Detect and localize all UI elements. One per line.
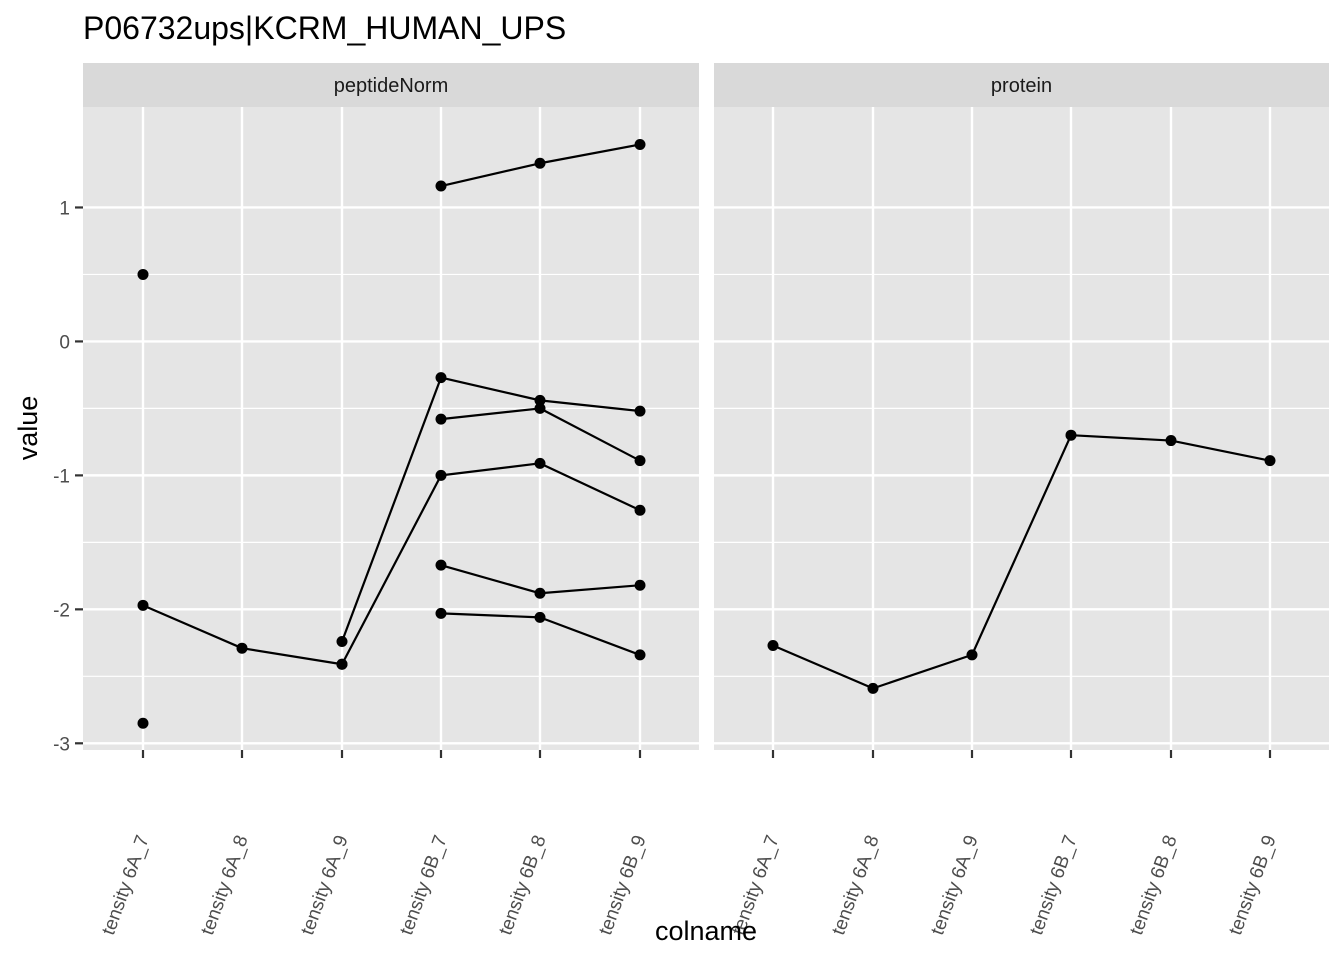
data-point — [534, 457, 546, 469]
data-point — [137, 268, 149, 280]
y-tick-label: -2 — [53, 600, 70, 621]
facet-strip-label: peptideNorm — [334, 75, 449, 97]
y-tick-label: -3 — [53, 734, 70, 755]
facet-panel-peptideNorm: peptideNorm tensity 6A_7 tensity 6A_8 tensi… — [83, 63, 699, 938]
data-point — [534, 157, 546, 169]
panel-background — [83, 107, 699, 750]
data-point — [435, 559, 447, 571]
y-tick-label: 0 — [59, 332, 70, 353]
series-peptideNorm-8 — [435, 559, 646, 599]
data-point — [137, 599, 149, 611]
data-point — [634, 504, 646, 516]
x-tick-label: tensity 6B_7 — [396, 833, 452, 938]
data-point — [435, 413, 447, 425]
y-tick-label: 1 — [59, 198, 70, 219]
data-point — [966, 649, 978, 661]
x-tick-label: tensity 6A_9 — [927, 833, 983, 938]
data-point — [634, 649, 646, 661]
x-tick-label: tensity 6B_7 — [1026, 833, 1082, 938]
data-point — [634, 579, 646, 591]
data-point — [634, 405, 646, 417]
y-axis-title: value — [13, 396, 43, 461]
data-point — [435, 180, 447, 192]
x-tick-label: tensity 6B_9 — [595, 833, 651, 938]
series-line — [340, 376, 641, 642]
data-point — [336, 658, 348, 670]
series-line — [772, 434, 1271, 690]
x-tick-label: tensity 6A_8 — [828, 833, 884, 938]
series-peptideNorm-3 — [137, 717, 149, 729]
data-point — [534, 611, 546, 623]
series-peptideNorm-1 — [137, 268, 149, 280]
data-point — [336, 635, 348, 647]
data-point — [435, 607, 447, 619]
series-peptideNorm-7 — [435, 402, 646, 467]
data-point — [534, 402, 546, 414]
data-point — [137, 717, 149, 729]
data-point — [1065, 429, 1077, 441]
x-tick-label: tensity 6B_8 — [495, 833, 551, 938]
series-peptideNorm-5 — [336, 457, 646, 670]
plot-area: peptideNorm tensity 6A_7 tensity 6A_8 tensi… — [53, 63, 1329, 938]
data-point — [634, 139, 646, 151]
panel-background — [714, 107, 1329, 750]
data-point — [867, 682, 879, 694]
x-tick-label: tensity 6A_8 — [197, 833, 253, 938]
x-axis-title: colname — [655, 916, 757, 946]
data-point — [534, 394, 546, 406]
series-line — [341, 462, 641, 665]
data-point — [236, 642, 248, 654]
data-point — [767, 640, 779, 652]
facet-strip — [83, 63, 699, 107]
series-peptideNorm-9 — [435, 607, 646, 661]
facet-strip — [714, 63, 1329, 107]
data-point — [435, 372, 447, 384]
x-tick-label: tensity 6A_7 — [98, 833, 154, 938]
data-point — [435, 469, 447, 481]
y-tick-label: -1 — [53, 466, 70, 487]
data-point — [534, 587, 546, 599]
chart-title: P06732ups|KCRM_HUMAN_UPS — [83, 10, 566, 46]
data-point — [634, 455, 646, 467]
facet-strip-label: protein — [991, 75, 1052, 97]
series-peptideNorm-6 — [435, 139, 646, 192]
series-peptideNorm-4 — [336, 372, 646, 647]
series-protein-1 — [767, 429, 1276, 694]
data-point — [1165, 435, 1177, 447]
x-tick-label: tensity 6B_8 — [1126, 833, 1182, 938]
data-point — [1264, 455, 1276, 467]
x-tick-label: tensity 6A_9 — [297, 833, 353, 938]
x-tick-label: tensity 6B_9 — [1225, 833, 1281, 938]
